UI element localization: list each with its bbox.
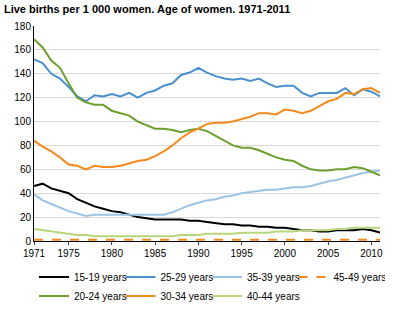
svg-text:30-34 years: 30-34 years — [161, 291, 214, 302]
svg-text:60: 60 — [20, 164, 32, 175]
svg-text:2000: 2000 — [274, 248, 297, 259]
svg-text:20: 20 — [20, 212, 32, 223]
svg-text:1980: 1980 — [101, 248, 124, 259]
svg-text:1971: 1971 — [23, 248, 46, 259]
svg-text:1990: 1990 — [187, 248, 210, 259]
svg-text:2010: 2010 — [360, 248, 383, 259]
svg-text:1975: 1975 — [57, 248, 80, 259]
svg-text:100: 100 — [14, 116, 31, 127]
svg-text:0: 0 — [25, 236, 31, 247]
svg-text:45-49 years: 45-49 years — [334, 272, 386, 283]
svg-text:15-19 years: 15-19 years — [74, 272, 127, 283]
svg-text:80: 80 — [20, 140, 32, 151]
svg-text:40: 40 — [20, 188, 32, 199]
svg-text:35-39 years: 35-39 years — [247, 272, 300, 283]
svg-text:25-29 years: 25-29 years — [161, 272, 214, 283]
svg-text:180: 180 — [14, 21, 31, 32]
svg-text:20-24 years: 20-24 years — [74, 291, 127, 302]
svg-text:40-44 years: 40-44 years — [247, 291, 300, 302]
svg-text:120: 120 — [14, 92, 31, 103]
svg-text:140: 140 — [14, 68, 31, 79]
svg-text:2005: 2005 — [317, 248, 340, 259]
svg-text:1985: 1985 — [144, 248, 167, 259]
svg-text:160: 160 — [14, 44, 31, 55]
svg-text:Live births per 1 000 women. A: Live births per 1 000 women. Age of wome… — [4, 3, 290, 15]
svg-text:1995: 1995 — [230, 248, 253, 259]
